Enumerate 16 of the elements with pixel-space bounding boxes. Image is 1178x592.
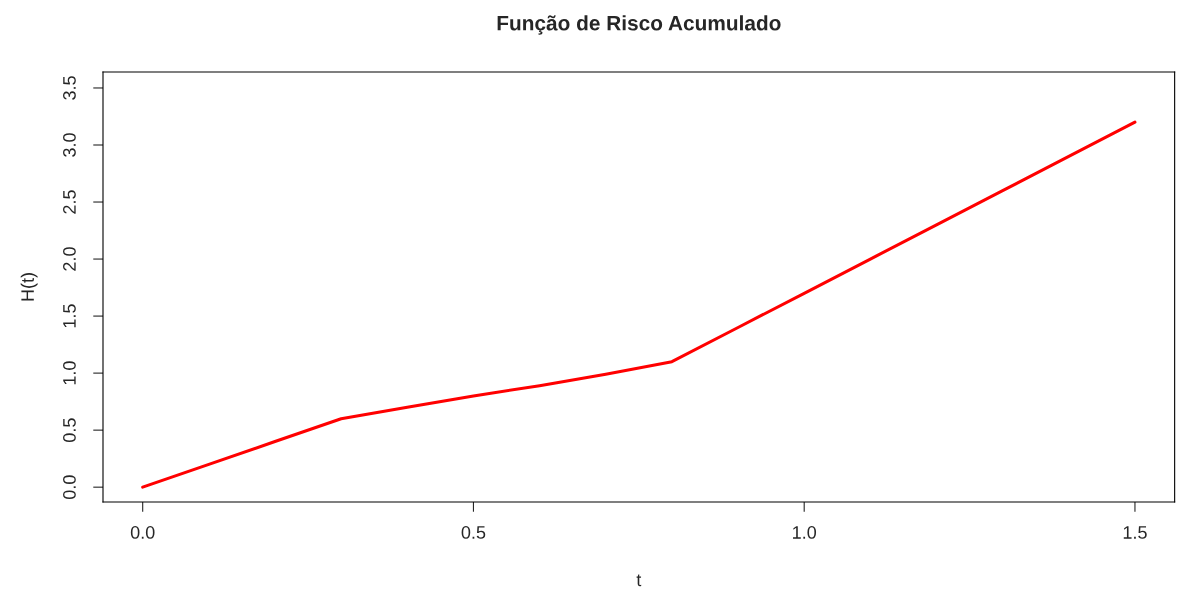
x-tick-label: 1.5: [1123, 526, 1147, 539]
y-tick-label: 0.5: [63, 418, 76, 442]
y-tick-label: 3.5: [63, 76, 76, 100]
line-series: [141, 120, 1137, 489]
y-tick-label: 1.0: [63, 361, 76, 385]
y-tick-label: 2.5: [63, 190, 76, 214]
chart-title: Função de Risco Acumulado: [497, 15, 781, 35]
y-tick-label: 3.0: [63, 133, 76, 157]
x-tick-label: 1.0: [793, 526, 817, 539]
x-tick-label: 0.5: [461, 526, 486, 539]
x-tick-label: 0.0: [130, 526, 155, 539]
y-tick-label: 2.0: [63, 247, 76, 271]
x-axis-title: t: [636, 574, 642, 587]
y-axis-title: H(t): [20, 273, 38, 301]
y-tick-label: 0.0: [63, 475, 76, 500]
y-tick-label: 1.5: [63, 304, 76, 328]
